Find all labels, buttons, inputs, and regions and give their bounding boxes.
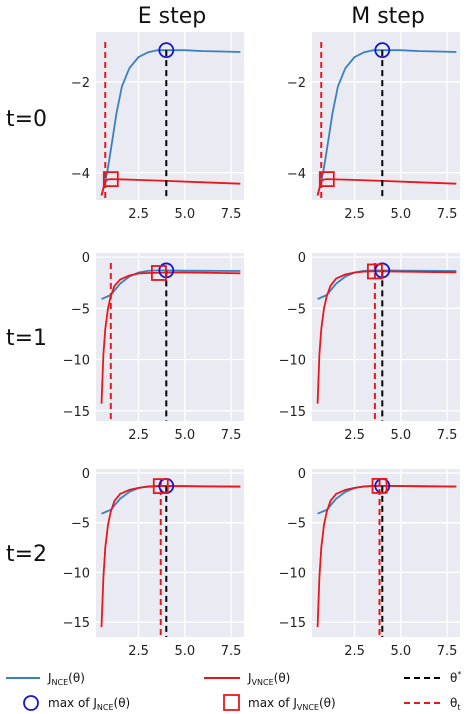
panel-r2-c1-xtick-label: 2.5 xyxy=(344,644,365,659)
panel-r1-c0-background xyxy=(96,253,244,421)
legend-nce-label: JNCE(θ) xyxy=(47,671,85,687)
panel-r2-c1-ytick-label: −10 xyxy=(279,566,306,581)
row-label-t0: t=0 xyxy=(6,107,47,132)
panel-r2-c0-ytick-label: 0 xyxy=(82,467,90,482)
panel-r2-c0-xtick-label: 7.5 xyxy=(221,644,242,659)
panel-r1-c1-plot-area xyxy=(316,263,457,421)
panel-r2-c1: 2.5 5.0 7.5 0 −5 −10 −15 xyxy=(279,467,460,659)
legend-max-nce-marker xyxy=(23,695,39,711)
panel-r2-c0-max-vnce-marker xyxy=(152,478,169,494)
panel-r1-c0-xtick-label: 2.5 xyxy=(128,428,149,443)
panel-r2-c0-xtick-label: 5.0 xyxy=(174,644,195,659)
panel-r2-c0-ytick-label: −10 xyxy=(63,566,90,581)
legend-max-nce-label: max of JNCE(θ) xyxy=(48,696,130,712)
panel-r1-c0: 2.5 5.0 7.5 0 −5 −10 −15 xyxy=(63,251,244,443)
panel-r0-c1-xtick-label: 2.5 xyxy=(344,207,365,222)
column-title-m-step: M step xyxy=(351,4,425,29)
legend-theta-star-label: θ* xyxy=(450,670,461,685)
panel-r0-c0-xtick-label: 2.5 xyxy=(128,207,149,222)
panel-r1-c0-max-vnce-marker xyxy=(150,265,167,281)
panel-r1-c1-xtick-label: 5.0 xyxy=(390,428,411,443)
panel-r2-c1-vnce-line xyxy=(316,484,457,628)
legend-vnce-label: JVNCE(θ) xyxy=(247,671,290,687)
panel-r2-c1-background xyxy=(312,469,460,637)
legend-max-vnce-marker xyxy=(223,694,240,711)
panel-r0-c0-nce-line xyxy=(100,49,241,196)
panel-r0-c1-ytick-label: −2 xyxy=(287,76,306,91)
panel-r0-c0: 2.5 5.0 7.5 −2 −4 xyxy=(71,32,244,222)
panel-r0-c0-max-nce-marker xyxy=(158,42,175,59)
panel-r0-c0-xtick-label: 5.0 xyxy=(174,207,195,222)
panel-r1-c1-xtick-label: 2.5 xyxy=(344,428,365,443)
panel-r0-c1-xtick-label: 5.0 xyxy=(390,207,411,222)
panel-r1-c0-xtick-label: 7.5 xyxy=(221,428,242,443)
panel-r0-c1-max-vnce-marker xyxy=(318,171,335,188)
panel-r2-c0: 2.5 5.0 7.5 0 −5 −10 −15 xyxy=(63,467,244,659)
legend-max-vnce-label: max of JVNCE(θ) xyxy=(248,696,336,712)
column-title-e-step: E step xyxy=(138,4,206,29)
panel-r2-c1-ytick-label: −5 xyxy=(287,517,306,532)
panel-r2-c0-ytick-label: −5 xyxy=(71,517,90,532)
row-label-t2: t=2 xyxy=(6,542,47,567)
panel-r1-c1-ytick-label: −10 xyxy=(279,354,306,369)
panel-r0-c0-max-vnce-marker xyxy=(102,171,119,188)
panel-r2-c1-max-vnce-marker xyxy=(371,477,388,494)
legend: JNCE(θ) JVNCE(θ) θ* max of JNCE(θ) max o… xyxy=(6,670,461,712)
panel-r2-c1-ytick-label: −15 xyxy=(279,616,306,631)
panel-r1-c1-ytick-label: 0 xyxy=(298,251,306,266)
panel-r2-c1-xtick-label: 5.0 xyxy=(390,644,411,659)
panel-r0-c1-background xyxy=(312,32,460,200)
panel-r0-c0-background xyxy=(96,32,244,200)
panel-r2-c0-xtick-label: 2.5 xyxy=(128,644,149,659)
panel-r2-c0-plot-area xyxy=(100,479,241,637)
panel-r2-c0-ytick-label: −15 xyxy=(63,616,90,631)
panel-r2-c1-plot-area xyxy=(316,479,457,637)
panel-r0-c1-nce-line xyxy=(316,49,457,196)
panel-r0-c1-ytick-label: −4 xyxy=(287,167,306,182)
legend-theta-t-label: θt xyxy=(450,696,460,712)
panel-r1-c0-ytick-label: −15 xyxy=(63,405,90,420)
panel-r2-c0-vnce-line xyxy=(100,485,241,628)
panel-r1-c0-ytick-label: 0 xyxy=(82,251,90,266)
panel-r1-c0-ytick-label: −10 xyxy=(63,354,90,369)
panel-r0-c0-xtick-label: 7.5 xyxy=(221,207,242,222)
panel-r0-c0-ytick-label: −2 xyxy=(71,76,90,91)
panel-r1-c0-nce-line xyxy=(101,269,241,300)
panel-r1-c0-ytick-label: −5 xyxy=(71,302,90,317)
panel-r1-c0-xtick-label: 5.0 xyxy=(174,428,195,443)
panel-r0-c1: 2.5 5.0 7.5 −2 −4 xyxy=(287,32,460,222)
row-label-t1: t=1 xyxy=(6,326,47,351)
panel-r1-c1-vnce-line xyxy=(316,270,457,404)
panel-r1-c1-xtick-label: 7.5 xyxy=(437,428,458,443)
panel-r1-c1-max-vnce-marker xyxy=(366,263,383,280)
panel-r1-c1-ytick-label: −15 xyxy=(279,405,306,420)
panel-r0-c1-max-nce-marker xyxy=(374,42,391,59)
panel-r1-c0-vnce-line xyxy=(100,271,241,404)
panel-r1-c1: 2.5 5.0 7.5 0 −5 −10 −15 xyxy=(279,251,460,443)
panel-r2-c1-ytick-label: 0 xyxy=(298,467,306,482)
panel-r1-c1-background xyxy=(312,253,460,421)
panel-r2-c1-xtick-label: 7.5 xyxy=(437,644,458,659)
panel-r1-c0-plot-area xyxy=(100,263,241,421)
panel-r0-c1-xtick-label: 7.5 xyxy=(437,207,458,222)
panel-r2-c0-background xyxy=(96,469,244,637)
panel-r1-c1-ytick-label: −5 xyxy=(287,302,306,317)
panel-r0-c0-ytick-label: −4 xyxy=(71,167,90,182)
